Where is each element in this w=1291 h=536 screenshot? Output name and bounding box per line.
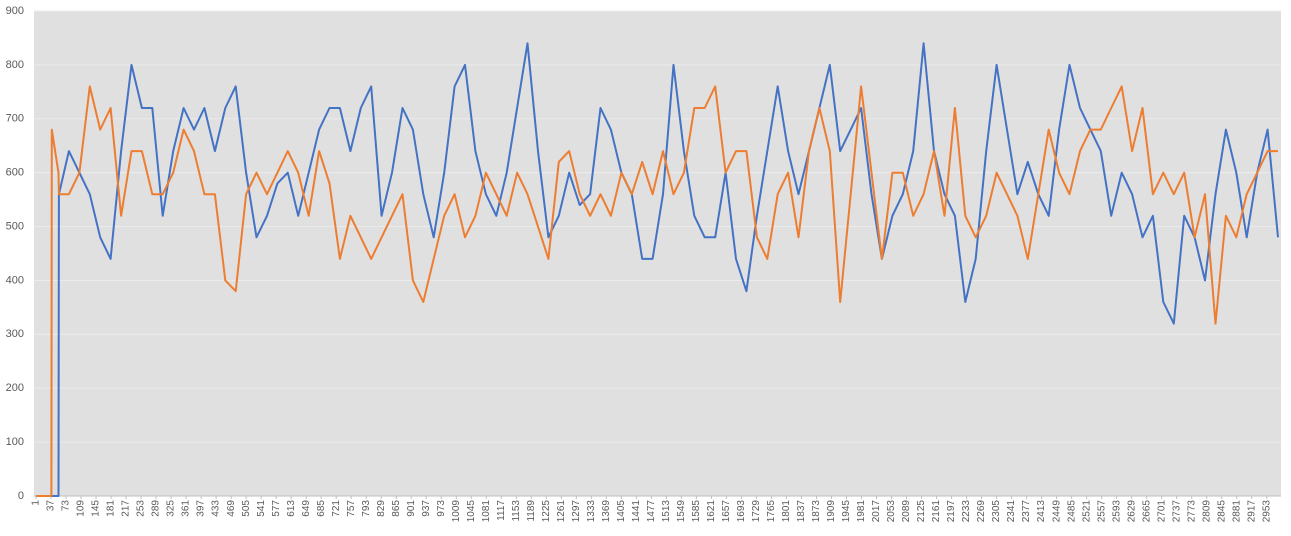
x-tick-label: 1	[31, 500, 42, 506]
x-tick-label: 2485	[1066, 500, 1077, 523]
x-tick-label: 1945	[841, 500, 852, 523]
plot-area	[34, 11, 1281, 496]
y-tick-label: 600	[6, 167, 24, 179]
x-tick-label: 1405	[616, 500, 627, 523]
x-tick-label: 1873	[811, 500, 822, 523]
x-tick-label: 2737	[1171, 500, 1182, 523]
x-tick-label: 1765	[766, 500, 777, 523]
x-tick-label: 2413	[1036, 500, 1047, 523]
y-tick-label: 300	[6, 328, 24, 340]
y-tick-label: 0	[18, 490, 24, 502]
y-tick-label: 800	[6, 59, 24, 71]
x-tick-label: 973	[436, 500, 447, 517]
x-tick-label: 469	[226, 500, 237, 517]
x-tick-label: 1801	[781, 500, 792, 523]
x-tick-label: 2017	[871, 500, 882, 523]
x-tick-label: 1585	[691, 500, 702, 523]
x-tick-label: 361	[181, 500, 192, 517]
series-line	[36, 85, 1278, 497]
x-tick-label: 433	[211, 500, 222, 517]
x-tick-label: 2701	[1156, 500, 1167, 523]
x-tick-label: 1189	[526, 500, 537, 522]
x-tick-label: 1153	[511, 500, 522, 522]
x-tick-label: 1909	[826, 500, 837, 523]
x-tick-label: 1369	[601, 500, 612, 523]
x-tick-label: 1441	[631, 500, 642, 523]
y-tick-label: 400	[6, 274, 24, 286]
x-tick-label: 937	[421, 500, 432, 517]
x-tick-label: 2341	[1006, 500, 1017, 523]
x-tick-label: 865	[391, 500, 402, 517]
x-tick-label: 397	[196, 500, 207, 517]
x-tick-label: 325	[166, 500, 177, 517]
x-tick-label: 37	[46, 500, 57, 512]
x-tick-label: 1621	[706, 500, 717, 523]
x-tick-label: 2557	[1096, 500, 1107, 523]
x-tick-label: 145	[91, 500, 102, 517]
y-tick-label: 200	[6, 382, 24, 394]
x-tick-label: 2953	[1261, 500, 1272, 523]
x-tick-label: 613	[286, 500, 297, 517]
x-tick-label: 253	[136, 500, 147, 517]
series-line	[36, 42, 1279, 497]
x-tick-label: 685	[316, 500, 327, 517]
x-tick-label: 2233	[961, 500, 972, 523]
x-tick-label: 2161	[931, 500, 942, 523]
x-tick-label: 2845	[1216, 500, 1227, 523]
y-tick-label: 700	[6, 113, 24, 125]
x-tick-label: 541	[256, 500, 267, 517]
x-tick-label: 2917	[1246, 500, 1257, 523]
x-tick-label: 793	[361, 500, 372, 517]
x-tick-label: 73	[61, 500, 72, 512]
x-tick-label: 1549	[676, 500, 687, 523]
x-tick-label: 109	[76, 500, 87, 517]
x-tick-label: 2305	[991, 500, 1002, 523]
x-tick-label: 2269	[976, 500, 987, 523]
x-tick-label: 2593	[1111, 500, 1122, 523]
x-tick-label: 2521	[1081, 500, 1092, 523]
x-tick-label: 505	[241, 500, 252, 517]
x-tick-label: 2809	[1201, 500, 1212, 523]
x-tick-label: 2881	[1231, 500, 1242, 523]
x-tick-label: 2053	[886, 500, 897, 523]
y-tick-label: 900	[6, 5, 24, 17]
x-tick-label: 2197	[946, 500, 957, 523]
y-tick-label: 500	[6, 220, 24, 232]
x-tick-label: 2377	[1021, 500, 1032, 523]
x-tick-label: 1117	[496, 500, 507, 521]
x-tick-label: 1729	[751, 500, 762, 523]
x-tick-label: 1009	[451, 500, 462, 523]
x-tick-label: 1225	[541, 500, 552, 523]
x-tick-label: 2665	[1141, 500, 1152, 523]
x-tick-label: 649	[301, 500, 312, 517]
x-tick-label: 289	[151, 500, 162, 517]
x-tick-label: 1657	[721, 500, 732, 523]
x-tick-label: 1333	[586, 500, 597, 523]
x-tick-label: 721	[331, 500, 342, 517]
x-tick-label: 829	[376, 500, 387, 517]
x-tick-label: 577	[271, 500, 282, 517]
x-tick-label: 1297	[571, 500, 582, 523]
x-tick-label: 217	[121, 500, 132, 517]
x-tick-label: 1513	[661, 500, 672, 523]
x-tick-label: 181	[106, 500, 117, 517]
x-tick-label: 1045	[466, 500, 477, 523]
x-tick-label: 1981	[856, 500, 867, 523]
x-tick-label: 1693	[736, 500, 747, 523]
x-tick-label: 1261	[556, 500, 567, 523]
x-tick-label: 1837	[796, 500, 807, 523]
x-tick-label: 757	[346, 500, 357, 517]
x-tick-label: 2449	[1051, 500, 1062, 523]
x-tick-label: 2089	[901, 500, 912, 523]
x-tick-label: 901	[406, 500, 417, 517]
x-tick-label: 1477	[646, 500, 657, 523]
x-tick-label: 2629	[1126, 500, 1137, 523]
x-tick-label: 2125	[916, 500, 927, 523]
y-tick-label: 100	[6, 436, 24, 448]
x-tick-label: 1081	[481, 500, 492, 523]
x-tick-label: 2773	[1186, 500, 1197, 523]
